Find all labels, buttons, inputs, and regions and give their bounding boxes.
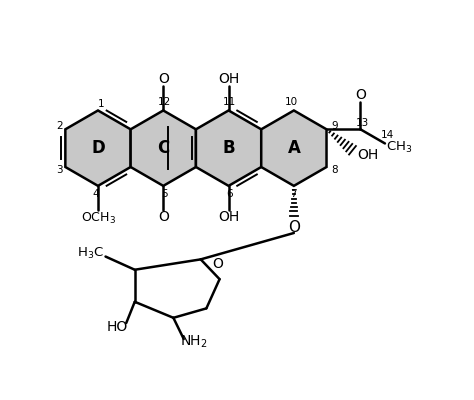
Text: 9: 9 [332, 122, 338, 132]
Text: OH: OH [218, 72, 239, 86]
Text: 10: 10 [285, 98, 298, 108]
Text: HO: HO [106, 320, 128, 334]
Text: A: A [287, 139, 301, 157]
Text: C: C [157, 139, 169, 157]
Text: O: O [355, 88, 366, 102]
Text: 3: 3 [56, 165, 63, 175]
Text: 11: 11 [223, 98, 236, 108]
Text: 2: 2 [56, 121, 63, 131]
Text: 1: 1 [98, 99, 105, 109]
Text: 7: 7 [290, 189, 296, 199]
Text: OCH$_3$: OCH$_3$ [81, 211, 116, 226]
Text: O: O [158, 72, 169, 86]
Text: NH$_2$: NH$_2$ [180, 334, 208, 350]
Text: B: B [222, 139, 235, 157]
Polygon shape [196, 110, 261, 186]
Polygon shape [131, 110, 196, 186]
Text: O: O [158, 210, 169, 224]
Text: 12: 12 [157, 98, 171, 108]
Text: CH$_3$: CH$_3$ [386, 140, 412, 155]
Text: OH: OH [218, 210, 239, 224]
Text: OH: OH [357, 148, 378, 162]
Text: 14: 14 [381, 130, 394, 140]
Polygon shape [65, 110, 131, 186]
Text: 4: 4 [93, 189, 100, 199]
Text: 13: 13 [356, 118, 369, 128]
Text: 6: 6 [226, 189, 233, 199]
Polygon shape [261, 110, 327, 186]
Text: H$_3$C: H$_3$C [77, 246, 104, 261]
Text: O: O [212, 257, 223, 271]
Text: O: O [288, 220, 300, 235]
Text: D: D [91, 139, 105, 157]
Text: 5: 5 [161, 189, 167, 199]
Text: 8: 8 [332, 165, 338, 175]
